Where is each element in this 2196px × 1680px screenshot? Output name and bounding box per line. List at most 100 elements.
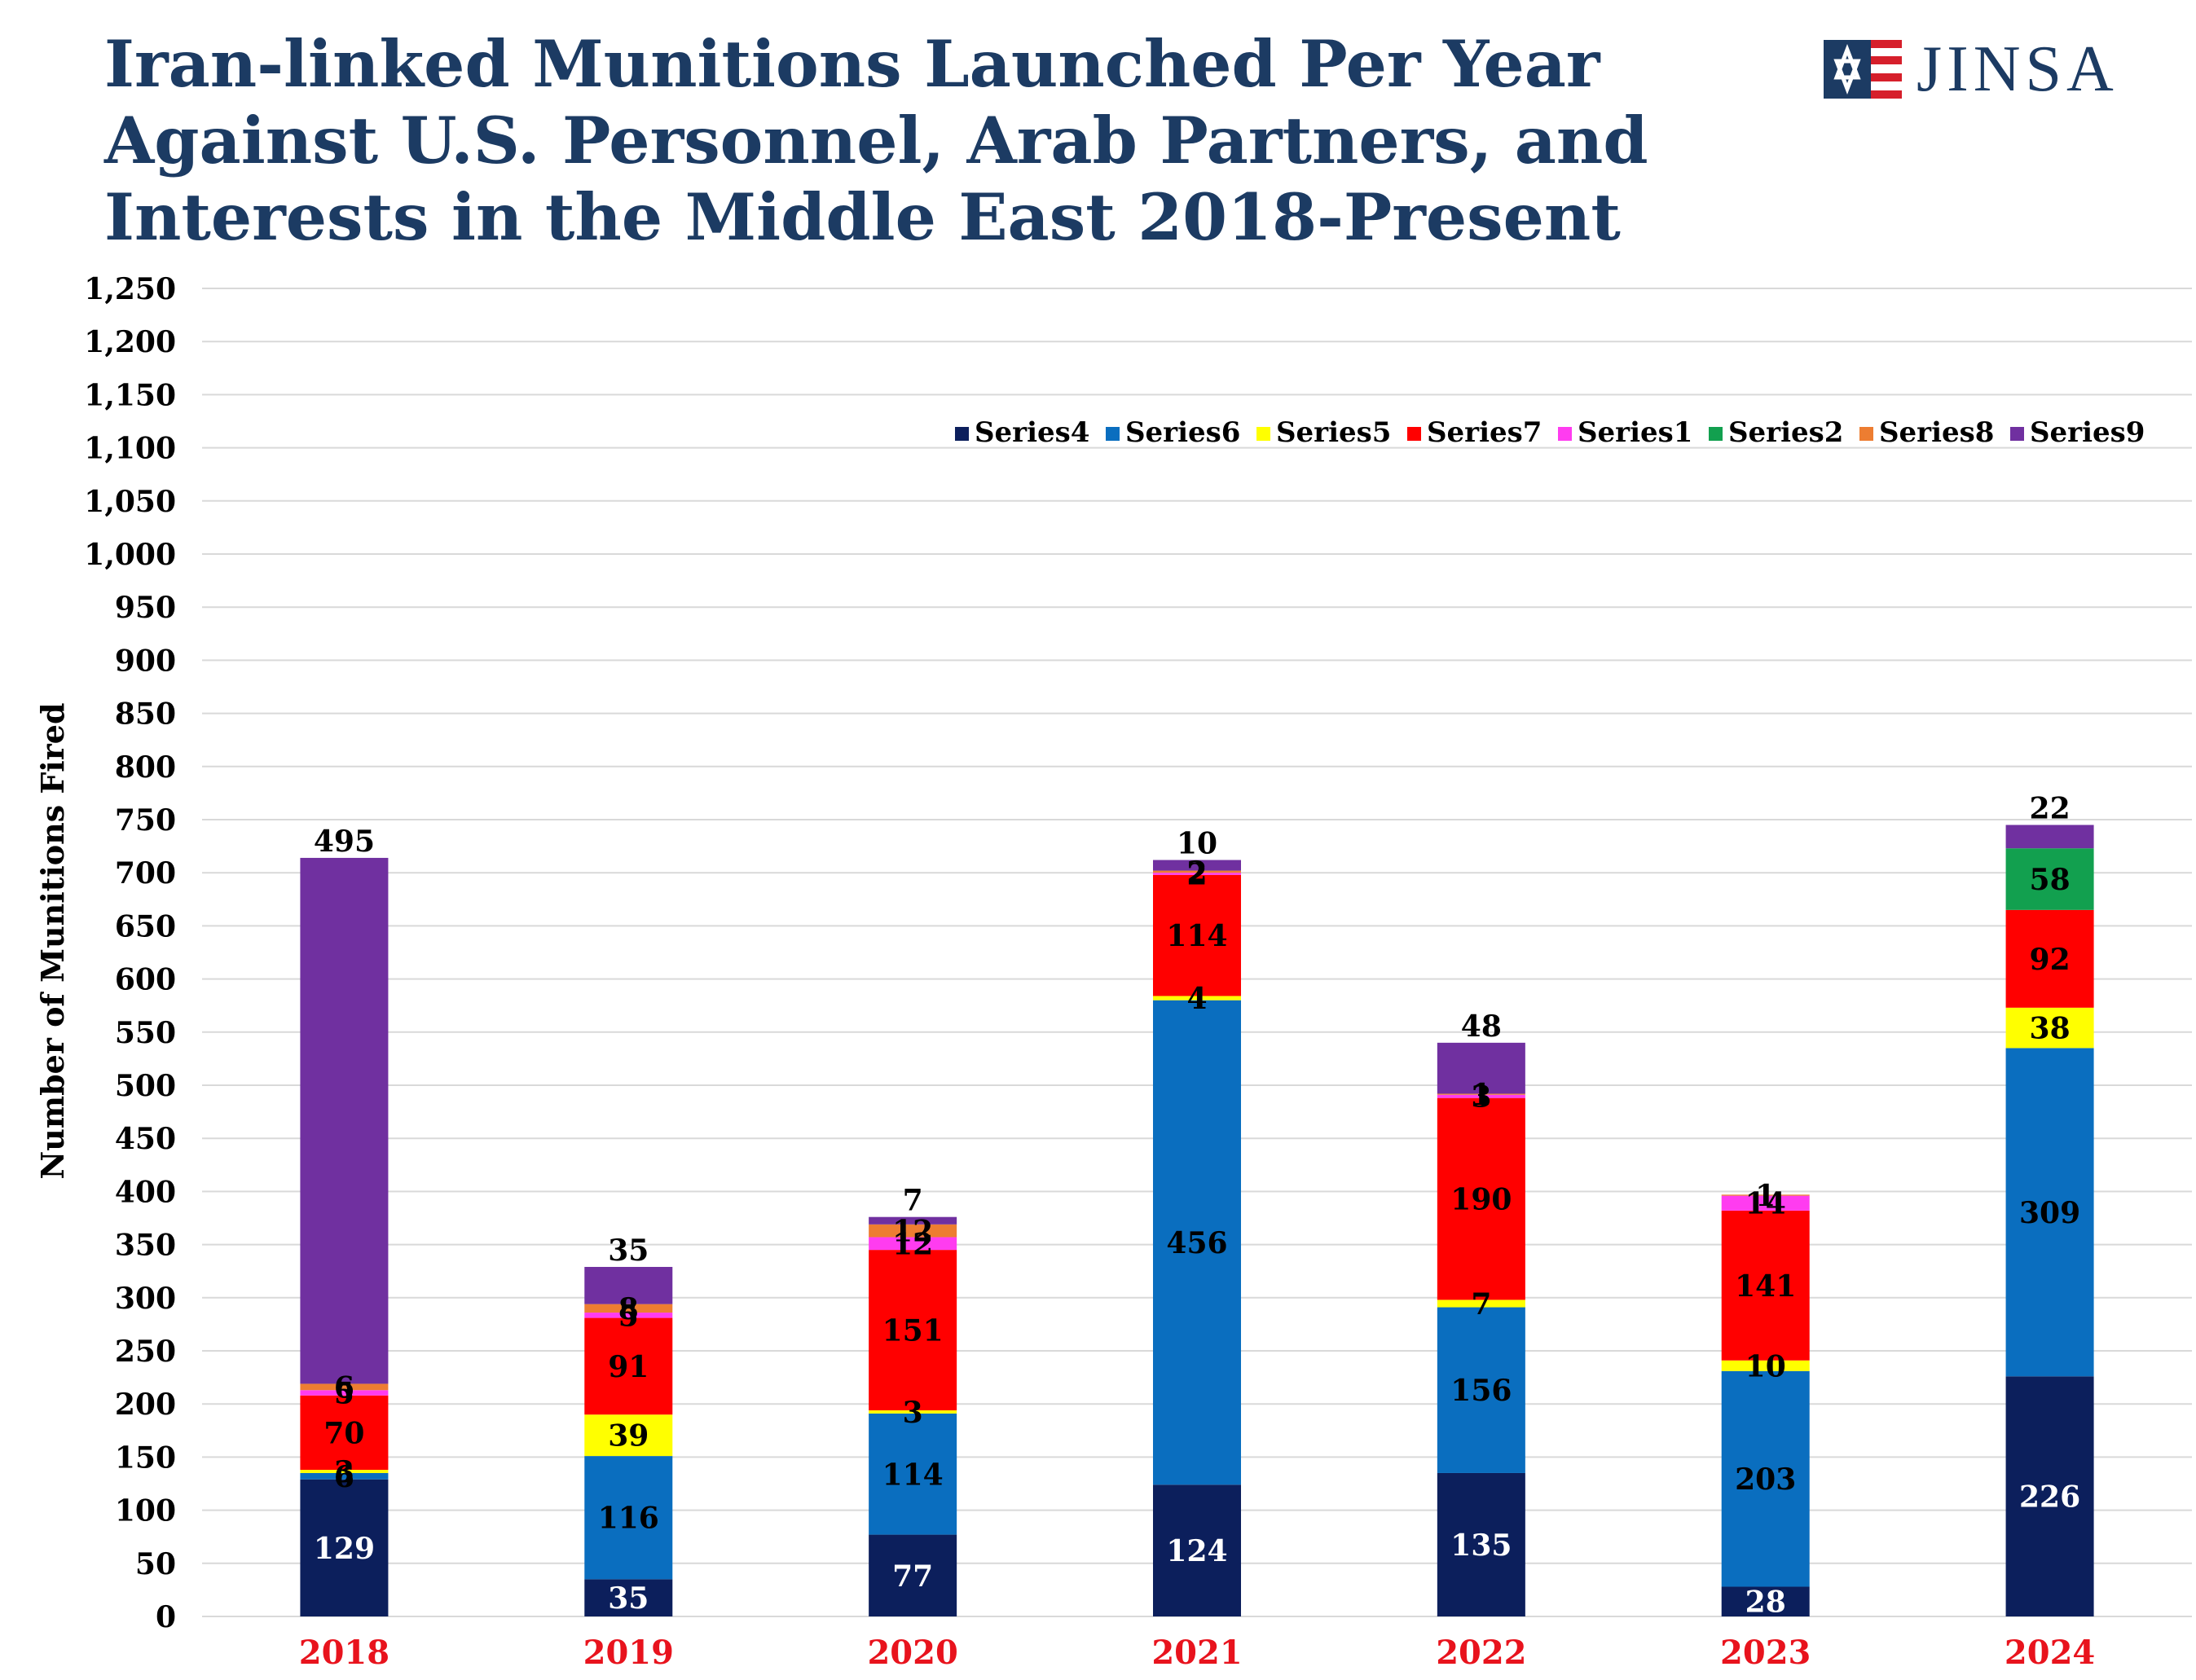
bar-segment [1153, 860, 1241, 871]
bar-segment [2005, 1007, 2094, 1049]
y-axis-label: Number of Munitions Fired [34, 702, 71, 1179]
legend-swatch [1106, 427, 1120, 441]
bar-segment [300, 1470, 389, 1473]
data-label: 129 [314, 1532, 375, 1566]
data-label: 8 [618, 1292, 639, 1326]
legend-swatch [1256, 427, 1270, 441]
legend-entry: Series5 [1276, 416, 1391, 449]
y-axis-ticks: 0 50 100 150 200 250 300 350 400 450 500 550 600 650 7… [84, 272, 176, 1634]
data-label: 124 [1166, 1534, 1227, 1568]
y-tick-label: 600 [115, 963, 176, 997]
data-label: 6 [334, 1460, 354, 1494]
y-tick-label: 0 [156, 1600, 176, 1634]
legend-entry: Series8 [1879, 416, 1994, 449]
y-tick-label: 1,250 [84, 272, 176, 306]
y-tick-label: 250 [115, 1335, 176, 1369]
bar-segment [300, 1472, 389, 1480]
data-label: 12 [892, 1215, 933, 1249]
bar-segment [1153, 1000, 1241, 1485]
x-tick-label: 2021 [1151, 1634, 1242, 1672]
data-label: 4 [1186, 982, 1207, 1016]
data-label: 226 [2019, 1480, 2080, 1515]
bar-segment [300, 1390, 389, 1396]
data-label: 35 [608, 1581, 649, 1616]
y-tick-label: 1,050 [84, 485, 176, 519]
bar-segment [1437, 1472, 1525, 1616]
data-label: 3 [903, 1396, 923, 1430]
bar-segment [1721, 1195, 1810, 1211]
bar-segment [1153, 873, 1241, 875]
bar-segment [1721, 1370, 1810, 1587]
y-tick-label: 850 [115, 697, 176, 732]
bar-segment [300, 1383, 389, 1391]
title-line-3: Interests in the Middle East 2018-Presen… [104, 179, 1621, 255]
x-tick-label: 2023 [1720, 1634, 1811, 1672]
y-tick-label: 950 [115, 591, 176, 625]
y-tick-label: 550 [115, 1016, 176, 1050]
bar-segment [2005, 909, 2094, 1008]
legend-entry: Series9 [2030, 416, 2145, 449]
data-label: 48 [1461, 1009, 1502, 1044]
data-label: 2 [1186, 855, 1207, 890]
data-label: 141 [1735, 1269, 1796, 1304]
bar-segment [1721, 1360, 1810, 1371]
bar-segment [584, 1313, 673, 1318]
x-tick-label: 2018 [299, 1634, 389, 1672]
bar-segment [1153, 874, 1241, 996]
y-tick-label: 450 [115, 1122, 176, 1156]
data-label: 203 [1735, 1462, 1796, 1497]
title-line-2: Against U.S. Personnel, Arab Partners, a… [104, 103, 1648, 178]
data-label: 456 [1166, 1226, 1227, 1260]
legend-swatch [2010, 427, 2024, 441]
y-tick-label: 1,100 [84, 432, 176, 466]
jinsa-logo: JINSA [1824, 33, 2119, 106]
data-label: 114 [882, 1458, 944, 1492]
data-label: 7 [1471, 1287, 1491, 1322]
bar-segment [1437, 1094, 1525, 1098]
y-tick-label: 100 [115, 1494, 176, 1528]
bar-segment [584, 1579, 673, 1616]
data-labels: 1296370564953511639915835771143151121271… [314, 792, 2080, 1620]
data-label: 91 [608, 1350, 649, 1384]
y-tick-label: 700 [115, 856, 176, 891]
data-label: 14 [1745, 1187, 1786, 1221]
y-tick-label: 50 [135, 1547, 176, 1581]
legend-entry: Series6 [1125, 416, 1240, 449]
y-tick-label: 900 [115, 644, 176, 678]
data-label: 5 [618, 1299, 639, 1333]
bar-segment [1437, 1093, 1525, 1095]
y-tick-label: 200 [115, 1388, 176, 1422]
x-tick-label: 2019 [583, 1634, 674, 1672]
bar-segment [584, 1317, 673, 1415]
data-label: 116 [598, 1502, 659, 1536]
bar-segment [1437, 1307, 1525, 1473]
data-label: 309 [2019, 1196, 2080, 1230]
flag-star-icon [1824, 40, 1902, 99]
bar-segment [869, 1534, 957, 1616]
y-tick-label: 1,000 [84, 538, 176, 572]
data-label: 35 [608, 1234, 649, 1268]
bar-segment [584, 1304, 673, 1313]
data-label: 2 [1186, 858, 1207, 892]
x-tick-label: 2020 [867, 1634, 957, 1672]
logo-text: JINSA [1917, 33, 2119, 105]
bar-segment [869, 1216, 957, 1225]
x-tick-label: 2024 [2005, 1634, 2095, 1672]
y-tick-label: 800 [115, 750, 176, 785]
data-label: 156 [1450, 1374, 1512, 1408]
bar-segment [869, 1224, 957, 1238]
data-label: 12 [892, 1227, 933, 1261]
data-label: 28 [1745, 1585, 1786, 1620]
legend-entry: Series2 [1728, 416, 1843, 449]
data-label: 1 [1755, 1179, 1776, 1213]
data-label: 92 [2030, 943, 2071, 977]
title-line-1: Iran-linked Munitions Launched Per Year [104, 26, 1600, 102]
bar-segment [1437, 1042, 1525, 1094]
legend-entry: Series4 [975, 416, 1089, 449]
data-label: 114 [1166, 919, 1227, 953]
y-tick-label: 400 [115, 1175, 176, 1209]
bar-segment [869, 1250, 957, 1411]
bars [300, 825, 2094, 1616]
y-tick-label: 750 [115, 803, 176, 838]
